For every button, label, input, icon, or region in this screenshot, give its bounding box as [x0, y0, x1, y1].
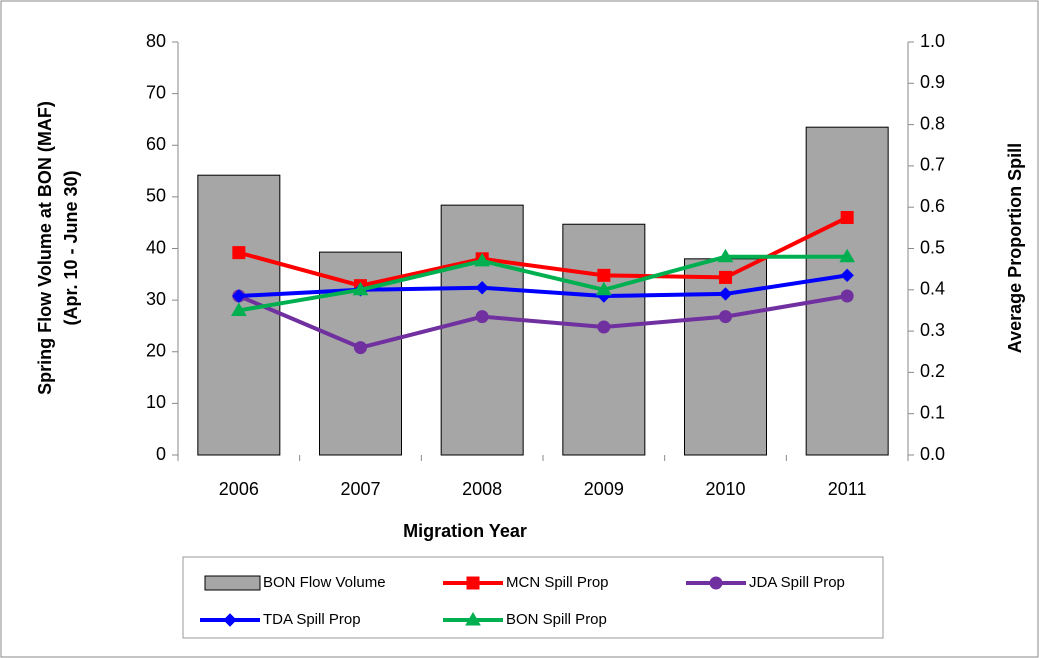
legend-marker: [465, 612, 481, 626]
x-tick-label: 2009: [584, 479, 624, 499]
point: [840, 268, 854, 283]
y-tick-label: 10: [146, 392, 166, 412]
point: [719, 270, 732, 284]
legend-box: [182, 556, 884, 639]
x-tick-label: 2011: [828, 479, 867, 499]
legend-marker: [223, 613, 237, 627]
point: [475, 281, 489, 295]
point: [352, 281, 369, 296]
y2-axis-title: Average Proportion Spill: [1005, 143, 1025, 353]
line: [238, 273, 848, 298]
bar: [562, 223, 646, 456]
x-axis-title: Migration Year: [403, 521, 527, 541]
point: [354, 341, 367, 355]
legend-label: BON Flow Volume: [263, 574, 386, 591]
y-tick-label: 50: [146, 186, 166, 206]
point: [232, 246, 246, 260]
y-tick-label: 0: [156, 444, 166, 464]
y-tick-label: 40: [146, 237, 166, 257]
point: [839, 248, 856, 263]
y2-tick-label: 0.0: [920, 444, 945, 464]
point: [719, 310, 732, 324]
point: [840, 289, 854, 303]
legend-label: JDA Spill Prop: [749, 574, 845, 591]
y2-tick-label: 0.6: [920, 196, 945, 216]
point: [840, 211, 854, 225]
y2-tick-label: 0.2: [920, 361, 945, 381]
y-tick-label: 60: [146, 134, 166, 154]
point: [595, 281, 612, 296]
point: [475, 310, 489, 324]
point: [717, 248, 734, 263]
point: [232, 289, 246, 303]
legend-label: TDA Spill Prop: [263, 611, 361, 628]
y-tick-label: 30: [146, 289, 166, 309]
x-tick-label: 2010: [705, 479, 745, 499]
legend-label: BON Spill Prop: [506, 611, 607, 628]
y-tick-label: 80: [146, 31, 166, 51]
point: [474, 252, 491, 267]
legend-marker: [466, 576, 480, 590]
y-axis-subtitle: (Apr. 10 - June 30): [61, 170, 81, 325]
line: [238, 294, 848, 350]
y2-tick-label: 0.4: [920, 279, 945, 299]
legend-swatch: [204, 575, 261, 591]
y-axis-title: Spring Flow Volume at BON (MAF): [35, 101, 55, 395]
x-tick-label: 2007: [340, 479, 380, 499]
point: [597, 320, 611, 334]
y2-tick-label: 0.1: [920, 402, 945, 422]
y-tick-label: 70: [146, 82, 166, 102]
y2-tick-label: 1.0: [920, 31, 945, 51]
bar: [440, 204, 524, 456]
x-tick-label: 2008: [462, 479, 502, 499]
y2-tick-label: 0.5: [920, 237, 945, 257]
line: [238, 254, 848, 313]
line: [238, 215, 849, 288]
legend-marker: [709, 576, 723, 590]
y2-tick-label: 0.3: [920, 320, 945, 340]
point: [230, 302, 247, 316]
y-tick-label: 20: [146, 341, 166, 361]
x-tick-label: 2006: [219, 479, 259, 499]
point: [718, 287, 733, 301]
point: [597, 268, 611, 282]
legend-label: MCN Spill Prop: [506, 574, 609, 591]
y2-tick-label: 0.8: [920, 113, 945, 133]
y2-tick-label: 0.9: [920, 72, 945, 92]
y2-tick-label: 0.7: [920, 155, 945, 175]
